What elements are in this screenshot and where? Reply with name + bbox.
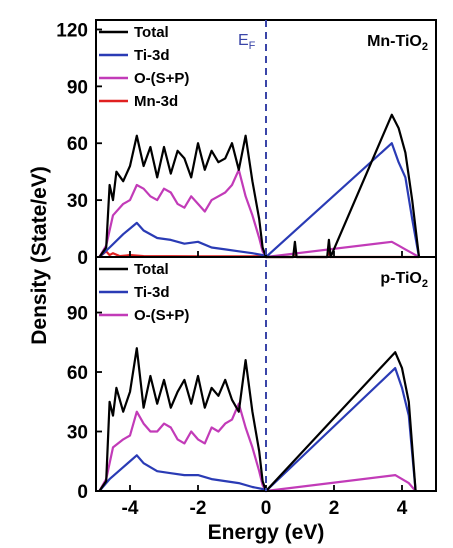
y-axis-label: Density (State/eV)	[28, 166, 51, 345]
legend-label: Ti-3d	[134, 47, 170, 64]
y-tick-label: 90	[67, 77, 88, 98]
panel-p-tio2: 0 30 60 90 Total Ti-3d O-(S+P) p-TiO2	[67, 256, 437, 503]
y-tick-label: 30	[67, 191, 88, 212]
x-tick-label: -2	[190, 498, 207, 519]
y-tick-label: 0	[77, 482, 88, 503]
legend-label: Total	[134, 261, 169, 278]
legend-label: O-(S+P)	[134, 307, 189, 324]
y-tick-label: 60	[67, 134, 88, 155]
panel-mn-tio2: 0 30 60 90 120 Total Ti-3d O-(S+P) Mn-3d Mn-TiO2	[56, 19, 437, 269]
x-tick-label: 0	[261, 498, 272, 519]
fermi-label: EF	[238, 32, 256, 52]
y-tick-label: 90	[67, 304, 88, 325]
x-axis-label: Energy (eV)	[208, 521, 325, 544]
y-tick-label: 0	[77, 248, 88, 269]
x-tick-label: -4	[122, 498, 139, 519]
panel-title: p-TiO2	[380, 270, 428, 290]
legend-label: O-(S+P)	[134, 70, 189, 87]
legend-label: Ti-3d	[134, 284, 170, 301]
series-total	[98, 347, 417, 493]
x-tick-label: 2	[329, 498, 340, 519]
series-ti-3d	[98, 367, 417, 493]
x-axis-ticks: -4 -2 0 2 4	[122, 498, 408, 519]
legend-label: Total	[134, 24, 169, 41]
x-tick-label: 4	[397, 498, 408, 519]
y-tick-label: 60	[67, 363, 88, 384]
y-tick-label: 30	[67, 423, 88, 444]
y-tick-label: 120	[56, 20, 88, 41]
panel-title: Mn-TiO2	[367, 33, 428, 53]
series-total	[98, 113, 421, 259]
legend-label: Mn-3d	[134, 93, 178, 110]
series-ti-3d	[98, 142, 421, 259]
